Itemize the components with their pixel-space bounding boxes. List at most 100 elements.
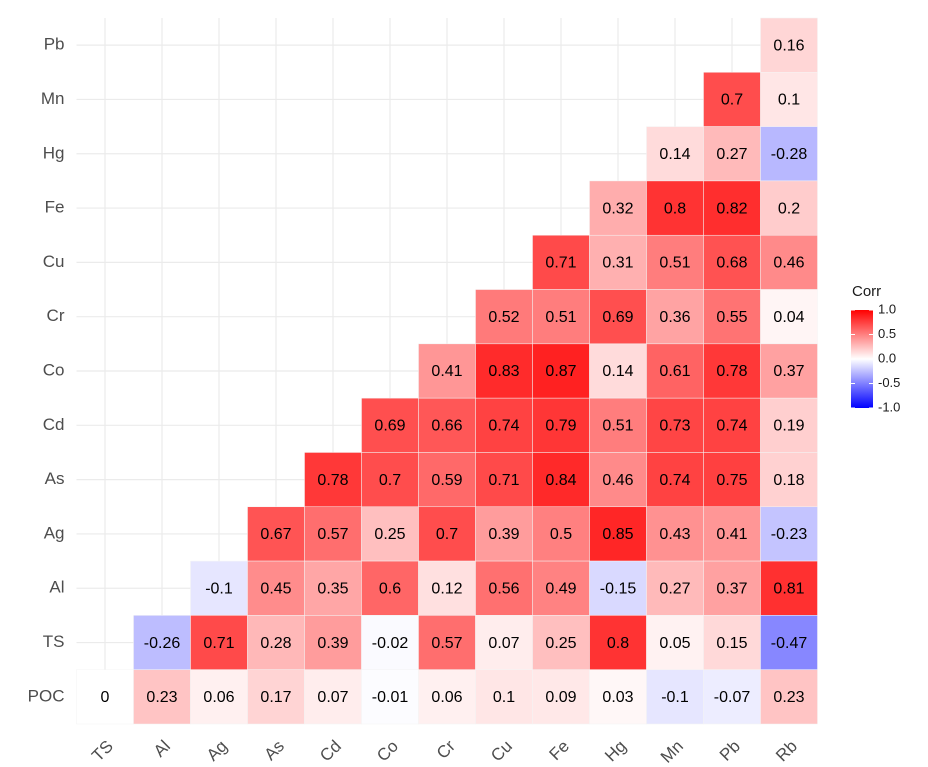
- cell-label: 0.75: [716, 472, 747, 489]
- colorbar-tick-label: -0.5: [878, 375, 900, 390]
- cell-label: 0.71: [203, 635, 234, 652]
- heatmap-cell: [760, 669, 818, 725]
- heatmap-cell: [418, 560, 476, 616]
- cell-label: 0.56: [488, 580, 519, 597]
- cell-label: 0.03: [602, 689, 633, 706]
- heatmap-cell: [247, 615, 305, 670]
- cell-label: 0.1: [778, 92, 800, 109]
- heatmap-cell: [646, 506, 704, 562]
- cell-label: 0.49: [545, 580, 576, 597]
- cell-label: 0.55: [716, 309, 747, 326]
- cell-label: 0.25: [374, 526, 405, 543]
- heatmap-cell: [589, 234, 647, 290]
- heatmap-cell: [589, 615, 647, 670]
- colorbar-tick-label: 1.0: [878, 301, 896, 316]
- cell-label: -0.07: [714, 689, 751, 706]
- heatmap-cell: [475, 506, 533, 562]
- cell-label: 0.59: [431, 472, 462, 489]
- heatmap-cell: [703, 180, 761, 236]
- cell-label: 0.45: [260, 580, 291, 597]
- cell-label: 0.69: [602, 309, 633, 326]
- heatmap-cell: [475, 615, 533, 670]
- heatmap-cell: [589, 560, 647, 616]
- cell-label: 0.8: [607, 635, 629, 652]
- cell-label: 0.23: [146, 689, 177, 706]
- y-tick-label: Hg: [43, 143, 65, 162]
- cell-label: 0.7: [379, 472, 401, 489]
- heatmap-cell: [475, 452, 533, 508]
- cell-label: 0.16: [773, 37, 804, 54]
- heatmap-cell: [646, 397, 704, 453]
- heatmap-cell: [304, 615, 362, 670]
- heatmap-cell: [190, 560, 248, 616]
- heatmap-cell: [760, 126, 818, 182]
- heatmap-cell: [646, 180, 704, 236]
- cell-label: 0.19: [773, 418, 804, 435]
- cell-label: 0.06: [203, 689, 234, 706]
- heatmap-cell: [247, 669, 305, 725]
- heatmap-cell: [760, 234, 818, 290]
- cell-label: -0.01: [372, 689, 409, 706]
- cell-label: 0.17: [260, 689, 291, 706]
- y-tick-label: Al: [49, 578, 64, 597]
- heatmap-cell: [190, 615, 248, 670]
- cell-label: 0.67: [260, 526, 291, 543]
- x-tick-label: Rb: [772, 737, 801, 766]
- cell-label: -0.1: [205, 580, 233, 597]
- cell-label: 0.84: [545, 472, 576, 489]
- y-tick-label: Cu: [43, 252, 65, 271]
- cell-label: -0.26: [144, 635, 181, 652]
- y-tick-label: TS: [43, 632, 65, 651]
- cell-label: 0.39: [317, 635, 348, 652]
- heatmap-cell: [646, 560, 704, 616]
- heatmap-cell: [475, 397, 533, 453]
- colorbar-tick-label: 0.0: [878, 350, 896, 365]
- cell-label: -0.15: [600, 580, 637, 597]
- legend-title: Corr: [852, 283, 881, 300]
- heatmap-cell: [418, 452, 476, 508]
- heatmap-cell: [133, 669, 191, 725]
- cell-label: 0.46: [773, 255, 804, 272]
- x-tick-label: Cd: [316, 737, 345, 766]
- cell-label: 0.28: [260, 635, 291, 652]
- cell-label: 0.74: [716, 418, 747, 435]
- cell-label: 0.51: [659, 255, 690, 272]
- cell-label: 0.15: [716, 635, 747, 652]
- cell-label: 0.87: [545, 363, 576, 380]
- heatmap-cell: [475, 560, 533, 616]
- heatmap-cell: [475, 289, 533, 345]
- heatmap-cell: [475, 343, 533, 399]
- heatmap-cell: [133, 615, 191, 670]
- heatmap-cell: [304, 560, 362, 616]
- cell-label: 0.27: [716, 146, 747, 163]
- x-tick-label: Co: [373, 737, 402, 766]
- cell-label: 0.81: [773, 580, 804, 597]
- heatmap-cell: [646, 126, 704, 182]
- heatmap-cell: [532, 289, 590, 345]
- cell-label: 0.68: [716, 255, 747, 272]
- heatmap-cell: [361, 397, 419, 453]
- cell-label: 0: [101, 689, 110, 706]
- cell-label: 0.66: [431, 418, 462, 435]
- heatmap-cell: [532, 452, 590, 508]
- cell-label: 0.27: [659, 580, 690, 597]
- heatmap-cell: [760, 506, 818, 562]
- heatmap-cell: [646, 289, 704, 345]
- cell-label: 0.14: [602, 363, 633, 380]
- x-tick-label: As: [261, 737, 288, 764]
- heatmap-cell: [703, 560, 761, 616]
- heatmap-cell: [703, 234, 761, 290]
- heatmap-cell: [418, 669, 476, 725]
- x-tick-label: Ag: [203, 737, 231, 765]
- y-tick-label: Mn: [41, 89, 65, 108]
- heatmap-cell: [760, 180, 818, 236]
- cell-label: 0.5: [550, 526, 572, 543]
- heatmap-cell: [190, 669, 248, 725]
- cell-label: 0.35: [317, 580, 348, 597]
- cell-label: 0.7: [721, 92, 743, 109]
- x-tick-label: Cr: [433, 736, 459, 762]
- heatmap-cell: [304, 452, 362, 508]
- heatmap-cell: [532, 669, 590, 725]
- cell-label: 0.05: [659, 635, 690, 652]
